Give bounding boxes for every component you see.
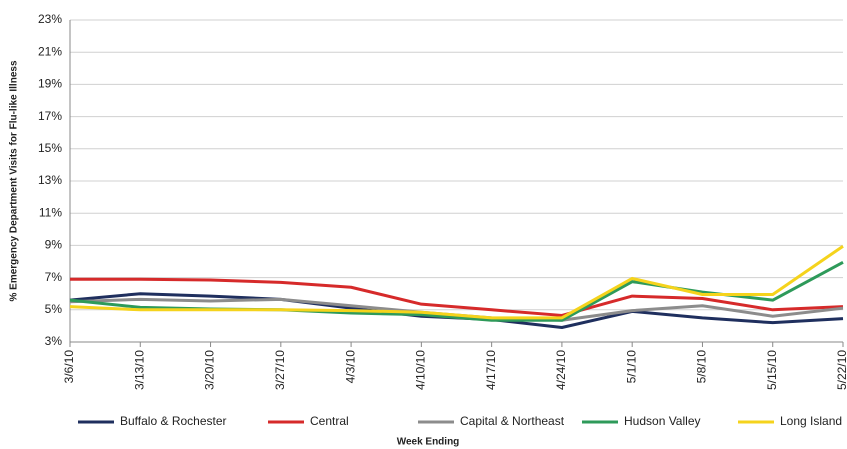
series-line	[70, 277, 844, 317]
x-tick-label: 3/27/10	[273, 350, 287, 390]
y-tick-label: 11%	[39, 205, 62, 219]
y-tick-label: 3%	[45, 334, 63, 348]
x-tick-label: 3/20/10	[203, 350, 217, 390]
legend-label: Capital & Northeast	[460, 414, 565, 428]
y-tick-label: 17%	[38, 109, 62, 123]
x-tick-label: 5/22/10	[835, 350, 847, 390]
y-tick-label: 9%	[45, 238, 63, 252]
x-tick-label: 4/24/10	[554, 350, 568, 390]
y-tick-label: 23%	[38, 12, 62, 26]
x-tick-label: 5/1/10	[624, 350, 638, 384]
x-tick-label: 4/17/10	[484, 350, 498, 390]
y-axis-label: % Emergency Department Visits for Flu-li…	[9, 60, 20, 301]
legend-label: Hudson Valley	[624, 414, 701, 428]
y-tick-label: 19%	[38, 77, 62, 91]
x-axis-label: Week Ending	[397, 437, 460, 448]
legend-label: Central	[310, 414, 349, 428]
x-tick-label: 5/15/10	[765, 350, 779, 390]
series-line	[69, 244, 844, 320]
legend-label: Buffalo & Rochester	[120, 414, 227, 428]
y-tick-label: 5%	[45, 302, 63, 316]
y-tick-label: 13%	[38, 173, 62, 187]
x-tick-label: 3/6/10	[62, 350, 76, 384]
series-line	[69, 260, 844, 322]
y-tick-label: 7%	[45, 270, 63, 284]
y-tick-label: 21%	[38, 44, 62, 58]
x-tick-label: 5/8/10	[695, 350, 709, 384]
y-tick-label: 15%	[38, 141, 62, 155]
x-tick-label: 3/13/10	[132, 350, 146, 390]
x-tick-label: 4/3/10	[343, 350, 357, 384]
legend-label: Long Island	[780, 414, 842, 428]
x-tick-label: 4/10/10	[414, 350, 428, 390]
